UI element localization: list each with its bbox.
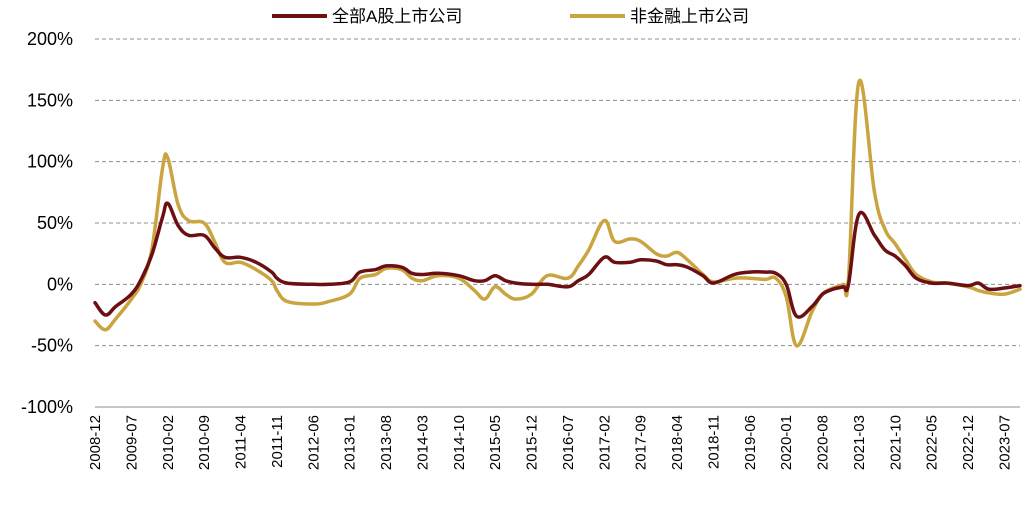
x-tick-label: 2022-12 (960, 415, 977, 470)
x-tick-label: 2017-09 (633, 415, 650, 470)
x-tick-label: 2014-10 (451, 415, 468, 470)
x-tick-label: 2012-06 (305, 415, 322, 470)
x-tick-label: 2009-07 (123, 415, 140, 470)
x-tick-label: 2011-11 (269, 415, 286, 468)
x-tick-label: 2013-08 (378, 415, 395, 470)
y-axis-ticks: 200% 150% 100% 50% 0% -50% -100% (21, 29, 73, 417)
x-tick-label: 2017-02 (596, 415, 613, 470)
series-line-0 (93, 201, 1022, 319)
x-tick-label: 2013-01 (342, 415, 359, 470)
x-axis-ticks: 2008-12 2009-07 2010-02 2010-09 2011-04 2011-… (87, 415, 1013, 470)
y-tick-label: 150% (27, 90, 73, 110)
x-tick-label: 2021-10 (887, 415, 904, 470)
x-tick-label: 2010-02 (160, 415, 177, 470)
x-tick-label: 2018-11 (705, 415, 722, 469)
x-tick-label: 2011-04 (233, 415, 250, 469)
y-tick-label: 200% (27, 29, 73, 49)
x-tick-label: 2014-03 (414, 415, 431, 470)
legend-item-series-0: 全部A股上市公司 (272, 7, 462, 26)
x-tick-label: 2018-04 (669, 415, 686, 470)
y-tick-label: 100% (27, 152, 73, 172)
x-tick-label: 2023-07 (996, 415, 1013, 470)
series-layer (93, 78, 1022, 348)
series-line-1 (93, 78, 1022, 348)
y-tick-label: -50% (31, 336, 73, 356)
x-tick-label: 2008-12 (87, 415, 104, 470)
legend: 全部A股上市公司 非金融上市公司 (272, 7, 749, 26)
x-tick-label: 2022-05 (924, 415, 941, 470)
x-tick-label: 2015-05 (487, 415, 504, 470)
x-tick-label: 2016-07 (560, 415, 577, 470)
x-tick-label: 2021-03 (851, 415, 868, 470)
y-tick-label: 0% (47, 274, 73, 294)
x-tick-label: 2020-08 (815, 415, 832, 470)
y-tick-label: -100% (21, 397, 73, 417)
legend-item-series-1: 非金融上市公司 (570, 7, 749, 26)
x-tick-label: 2010-09 (196, 415, 213, 470)
x-tick-label: 2020-01 (778, 415, 795, 470)
x-tick-label: 2019-06 (742, 415, 759, 470)
legend-label-series-0: 全部A股上市公司 (332, 7, 462, 26)
x-tick-label: 2015-12 (524, 415, 541, 470)
legend-label-series-1: 非金融上市公司 (630, 7, 749, 26)
y-tick-label: 50% (37, 213, 73, 233)
